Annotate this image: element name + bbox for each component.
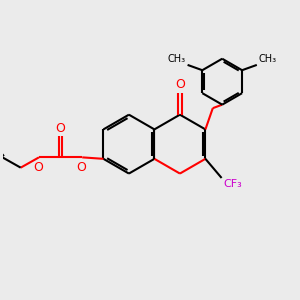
Text: O: O <box>175 78 185 91</box>
Text: O: O <box>33 161 43 174</box>
Text: CF₃: CF₃ <box>223 179 242 189</box>
Text: O: O <box>55 122 65 135</box>
Text: CH₃: CH₃ <box>168 54 186 64</box>
Text: O: O <box>77 161 87 174</box>
Text: CH₃: CH₃ <box>258 54 276 64</box>
